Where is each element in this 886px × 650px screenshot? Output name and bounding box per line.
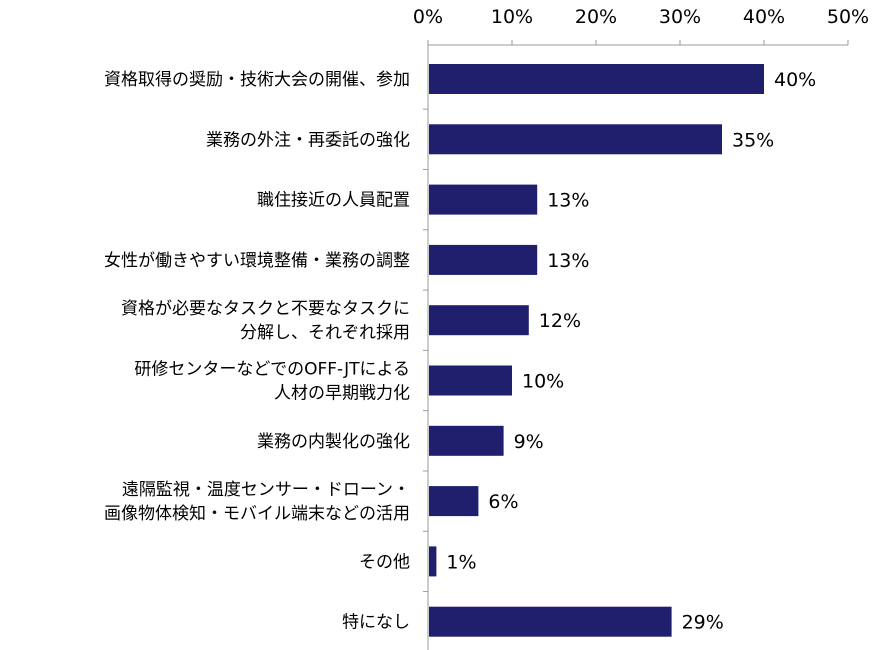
category-label: 業務の内製化の強化 — [257, 432, 410, 452]
value-labels: 40% 35% 13% 13% 12% 10% 9% 6% 1% 29% — [446, 69, 816, 634]
x-axis-ticks: 0% 10% 20% 30% 40% 50% — [413, 6, 869, 45]
bar — [429, 124, 722, 155]
category-label-line: 資格が必要なタスクと不要なタスクに — [121, 299, 410, 319]
data-label: 9% — [514, 431, 544, 453]
bar — [429, 486, 479, 517]
category-label-line: 画像物体検知・モバイル端末などの活用 — [104, 504, 410, 524]
x-tick-label: 0% — [413, 6, 443, 28]
bar — [429, 184, 538, 215]
category-label-line: その他 — [359, 552, 410, 572]
data-label: 29% — [682, 612, 724, 634]
x-tick-label: 30% — [659, 6, 701, 28]
category-label: 女性が働きやすい環境整備・業務の調整 — [104, 251, 410, 271]
category-label-line: 分解し、それぞれ採用 — [240, 323, 410, 343]
bar — [429, 606, 672, 637]
category-label-line: 研修センターなどでのOFF-JTによる — [134, 360, 410, 380]
category-label: 特になし — [342, 613, 410, 633]
category-label-line: 遠隔監視・温度センサー・ドローン・ — [122, 480, 410, 500]
category-label-line: 業務の内製化の強化 — [257, 432, 410, 452]
data-label: 13% — [547, 190, 589, 212]
category-label: その他 — [359, 552, 410, 572]
category-labels: 資格取得の奨励・技術大会の開催、参加業務の外注・再委託の強化職住接近の人員配置女… — [104, 70, 410, 633]
bar — [429, 425, 504, 456]
data-label: 40% — [774, 69, 816, 91]
category-label: 職住接近の人員配置 — [257, 191, 410, 211]
bar — [429, 64, 764, 94]
x-tick-label: 10% — [491, 6, 533, 28]
category-label-line: 資格取得の奨励・技術大会の開催、参加 — [104, 70, 410, 90]
x-tick-label: 40% — [743, 6, 785, 28]
category-label-line: 職住接近の人員配置 — [257, 191, 410, 211]
data-label: 10% — [522, 371, 564, 393]
bar — [429, 305, 529, 336]
category-label-line: 女性が働きやすい環境整備・業務の調整 — [104, 251, 410, 271]
data-label: 13% — [547, 250, 589, 272]
category-label: 遠隔監視・温度センサー・ドローン・画像物体検知・モバイル端末などの活用 — [104, 480, 410, 524]
category-label-line: 業務の外注・再委託の強化 — [206, 130, 410, 150]
data-label: 6% — [488, 491, 518, 513]
bar — [429, 546, 437, 577]
data-label: 35% — [732, 129, 774, 151]
category-label: 研修センターなどでのOFF-JTによる人材の早期戦力化 — [134, 360, 410, 404]
bars — [429, 64, 764, 637]
axes — [423, 44, 848, 650]
category-label-line: 特になし — [342, 613, 410, 633]
bar — [429, 244, 538, 275]
x-tick-label: 50% — [827, 6, 869, 28]
bar — [429, 365, 512, 396]
category-label: 資格取得の奨励・技術大会の開催、参加 — [104, 70, 410, 90]
category-label-line: 人材の早期戦力化 — [274, 384, 410, 404]
category-label: 業務の外注・再委託の強化 — [206, 130, 410, 150]
x-tick-label: 20% — [575, 6, 617, 28]
data-label: 12% — [539, 310, 581, 332]
category-label: 資格が必要なタスクと不要なタスクに分解し、それぞれ採用 — [121, 299, 410, 343]
data-label: 1% — [446, 551, 476, 573]
